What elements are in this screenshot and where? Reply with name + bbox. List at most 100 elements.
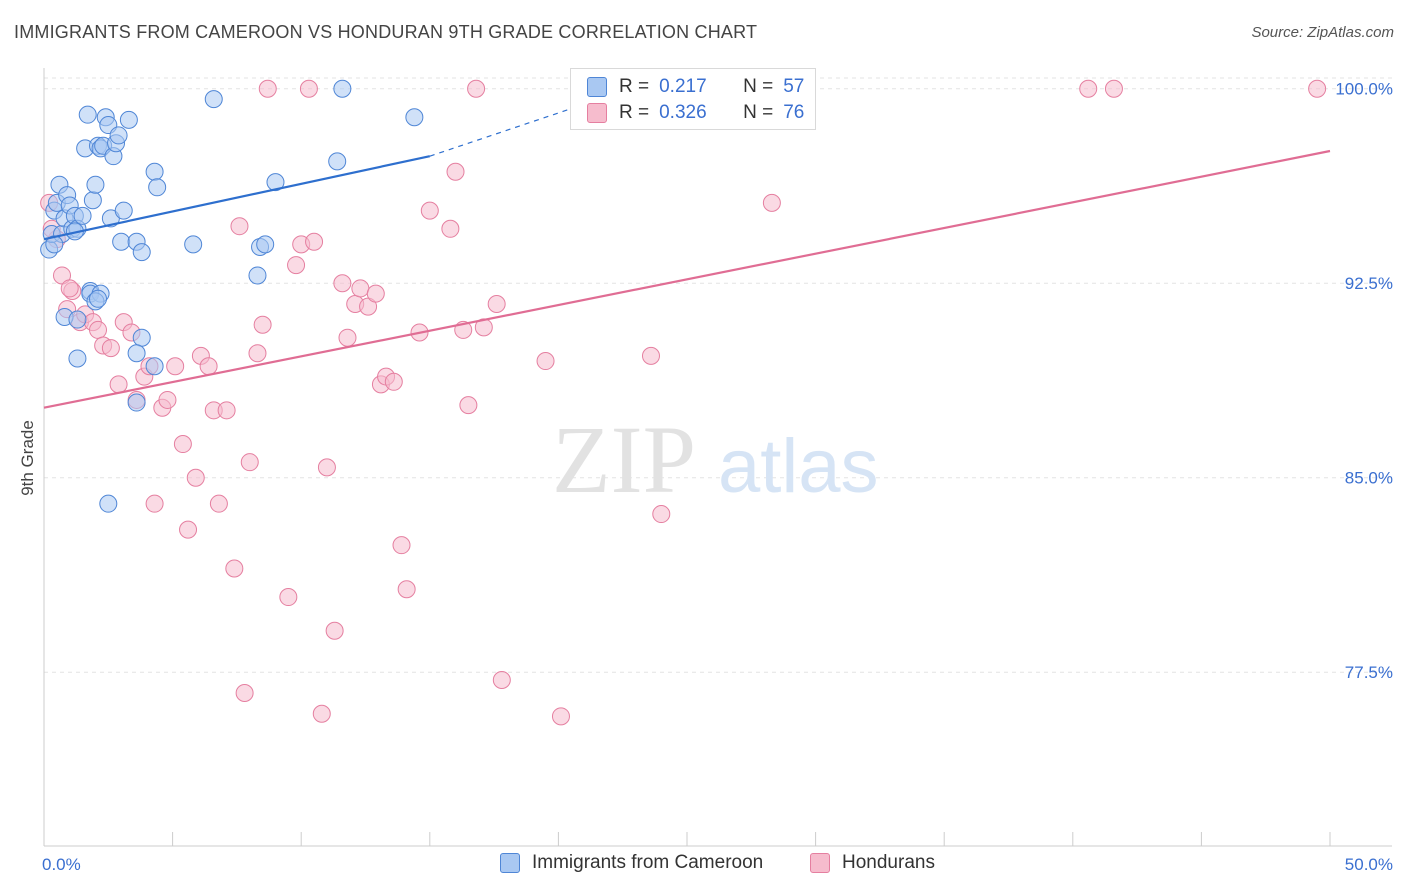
data-point-hondurans	[366, 284, 385, 303]
grid-lines	[44, 77, 1392, 673]
data-point-cameroon	[86, 175, 105, 194]
legend-n-label: N =	[743, 102, 774, 123]
data-point-cameroon	[127, 393, 146, 412]
data-point-hondurans	[467, 79, 486, 98]
bottom-legend-item-hondurans[interactable]: Hondurans	[810, 852, 935, 874]
data-point-hondurans	[217, 401, 236, 420]
data-point-hondurans	[305, 232, 324, 251]
data-point-hondurans	[299, 79, 318, 98]
data-point-hondurans	[166, 357, 185, 376]
data-point-hondurans	[109, 375, 128, 394]
data-point-cameroon	[89, 289, 108, 308]
data-point-hondurans	[487, 294, 506, 313]
legend-r-label: R =	[619, 76, 650, 97]
data-point-hondurans	[209, 494, 228, 513]
series-cameroon	[40, 79, 424, 513]
legend-swatch-hondurans	[810, 853, 830, 873]
bottom-legend-label: Immigrants from Cameroon	[532, 852, 764, 873]
data-point-hondurans	[145, 494, 164, 513]
data-point-hondurans	[230, 217, 249, 236]
y-tick-label: 77.5%	[1345, 663, 1393, 682]
watermark-zip: ZIP	[552, 406, 696, 513]
data-point-hondurans	[101, 339, 120, 358]
data-point-hondurans	[641, 346, 660, 365]
data-point-hondurans	[60, 279, 79, 298]
data-point-cameroon	[248, 266, 267, 285]
data-point-cameroon	[405, 108, 424, 127]
data-point-hondurans	[459, 396, 478, 415]
data-point-hondurans	[333, 274, 352, 293]
watermark: ZIP atlas	[552, 406, 879, 513]
bottom-legend-label: Hondurans	[842, 852, 935, 873]
data-point-hondurans	[441, 219, 460, 238]
data-point-cameroon	[184, 235, 203, 254]
y-tick-label: 100.0%	[1335, 80, 1393, 99]
data-point-cameroon	[83, 191, 102, 210]
bottom-legend-item-cameroon[interactable]: Immigrants from Cameroon	[500, 852, 763, 874]
correlation-legend: R = 0.217 N = 57 R = 0.326 N = 76	[570, 68, 816, 130]
data-point-hondurans	[384, 372, 403, 391]
legend-r-value: 0.326	[659, 102, 707, 123]
data-point-hondurans	[179, 520, 198, 539]
data-point-hondurans	[351, 279, 370, 298]
data-point-hondurans	[392, 536, 411, 555]
x-tick-label: 0.0%	[42, 855, 81, 874]
legend-swatch-cameroon	[587, 77, 607, 97]
data-point-cameroon	[132, 328, 151, 347]
data-point-cameroon	[266, 173, 285, 192]
data-point-cameroon	[328, 152, 347, 171]
data-point-hondurans	[312, 704, 331, 723]
data-point-cameroon	[68, 310, 87, 329]
data-point-hondurans	[240, 453, 259, 472]
data-point-hondurans	[325, 621, 344, 640]
data-point-hondurans	[652, 505, 671, 524]
legend-swatch-hondurans	[587, 103, 607, 123]
source-label: Source: ZipAtlas.com	[1251, 24, 1394, 41]
data-point-cameroon	[119, 110, 138, 129]
legend-r-label: R =	[619, 102, 650, 123]
data-point-cameroon	[127, 344, 146, 363]
legend-n-value: 57	[783, 76, 805, 97]
data-point-cameroon	[333, 79, 352, 98]
data-point-cameroon	[145, 357, 164, 376]
trend-line-hondurans	[43, 149, 1331, 409]
data-point-cameroon	[256, 235, 275, 254]
data-point-hondurans	[492, 671, 511, 690]
data-point-cameroon	[99, 494, 118, 513]
data-point-hondurans	[258, 79, 277, 98]
data-point-cameroon	[78, 105, 97, 124]
data-point-cameroon	[68, 349, 87, 368]
data-point-cameroon	[148, 178, 167, 197]
data-point-cameroon	[132, 243, 151, 262]
series-hondurans	[40, 79, 1327, 726]
data-point-hondurans	[287, 256, 306, 275]
data-point-cameroon	[114, 201, 133, 220]
data-point-hondurans	[397, 580, 416, 599]
bottom-legend: Immigrants from Cameroon Hondurans	[0, 852, 1406, 878]
data-point-cameroon	[112, 232, 131, 251]
data-point-cameroon	[73, 206, 92, 225]
data-point-hondurans	[762, 193, 781, 212]
data-point-hondurans	[199, 357, 218, 376]
data-point-hondurans	[173, 435, 192, 454]
data-point-hondurans	[1308, 79, 1327, 98]
data-point-hondurans	[317, 458, 336, 477]
data-point-hondurans	[279, 588, 298, 607]
y-tick-label: 85.0%	[1345, 469, 1393, 488]
data-point-hondurans	[536, 352, 555, 371]
y-axis-label-group: 9th Grade	[18, 420, 37, 496]
y-tick-labels: 77.5% 85.0% 92.5% 100.0%	[1335, 80, 1393, 682]
y-axis-label: 9th Grade	[18, 420, 37, 496]
trend-line-cameroon	[43, 155, 431, 241]
trend-line-cameroon-extension	[429, 90, 623, 157]
data-point-hondurans	[1104, 79, 1123, 98]
data-point-hondurans	[1079, 79, 1098, 98]
legend-n-label: N =	[743, 76, 774, 97]
x-tick-labels: 0.0% 50.0%	[42, 855, 1393, 874]
data-point-hondurans	[338, 328, 357, 347]
data-point-hondurans	[248, 344, 267, 363]
legend-n-value: 76	[783, 102, 805, 123]
data-point-hondurans	[158, 390, 177, 409]
data-point-hondurans	[253, 315, 272, 334]
